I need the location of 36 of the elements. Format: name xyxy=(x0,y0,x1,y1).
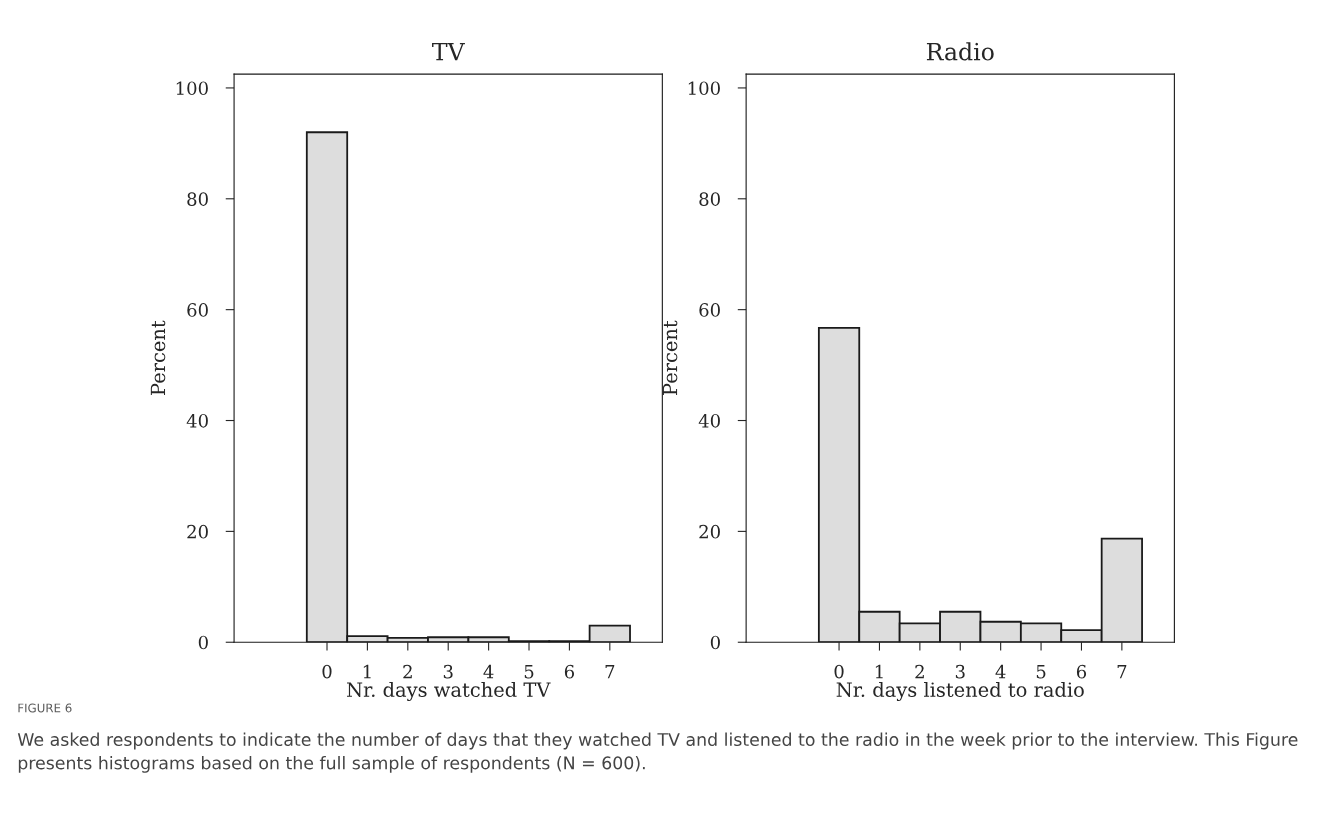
y-tick-label: 20 xyxy=(187,524,208,539)
y-axis-title: Percent xyxy=(150,320,166,395)
x-tick-label: 6 xyxy=(564,664,575,679)
y-tick-label: 60 xyxy=(699,303,720,317)
x-tick-label: 0 xyxy=(322,664,332,679)
y-axis-title: Percent xyxy=(662,320,678,395)
y-tick-label: 100 xyxy=(176,81,208,96)
y-tick-label: 40 xyxy=(186,413,208,428)
y-tick-label: 100 xyxy=(688,81,720,96)
caption: FIGURE 6 xyxy=(18,703,72,713)
x-axis-title: Nr. days listened to radio xyxy=(836,681,1084,702)
chart-title: Radio xyxy=(926,42,994,61)
y-tick-label: 20 xyxy=(699,524,720,539)
x-tick-label: 4 xyxy=(995,664,1006,679)
y-tick-label: 60 xyxy=(187,303,208,317)
y-tick-label: 0 xyxy=(198,635,208,650)
x-tick-label: 1 xyxy=(875,664,883,679)
y-tick-label: 0 xyxy=(710,635,720,650)
x-tick-label: 2 xyxy=(403,664,412,679)
x-tick-label: 5 xyxy=(524,665,534,679)
x-tick-label: 3 xyxy=(443,664,453,679)
x-tick-label: 7 xyxy=(1117,665,1127,679)
x-tick-label: 2 xyxy=(915,664,924,679)
y-tick-label: 40 xyxy=(698,413,720,428)
text: We asked respondents to indicate the number of days that they watched TV and listened to the radio in the week prior to the interview. This Figure presents histograms based on the full sample of respondents (N = 600). xyxy=(17,732,1298,773)
x-axis-title: Nr. days watched TV xyxy=(347,681,551,702)
x-tick-label: 7 xyxy=(605,665,615,679)
x-tick-label: 5 xyxy=(1036,665,1046,679)
x-tick-label: 6 xyxy=(1076,664,1087,679)
x-tick-label: 0 xyxy=(834,664,844,679)
chart-title: TV xyxy=(432,42,465,61)
x-tick-label: 3 xyxy=(955,664,965,679)
y-tick-label: 80 xyxy=(699,192,720,206)
x-tick-label: 4 xyxy=(483,664,494,679)
y-tick-label: 80 xyxy=(187,192,208,206)
x-tick-label: 1 xyxy=(363,664,371,679)
